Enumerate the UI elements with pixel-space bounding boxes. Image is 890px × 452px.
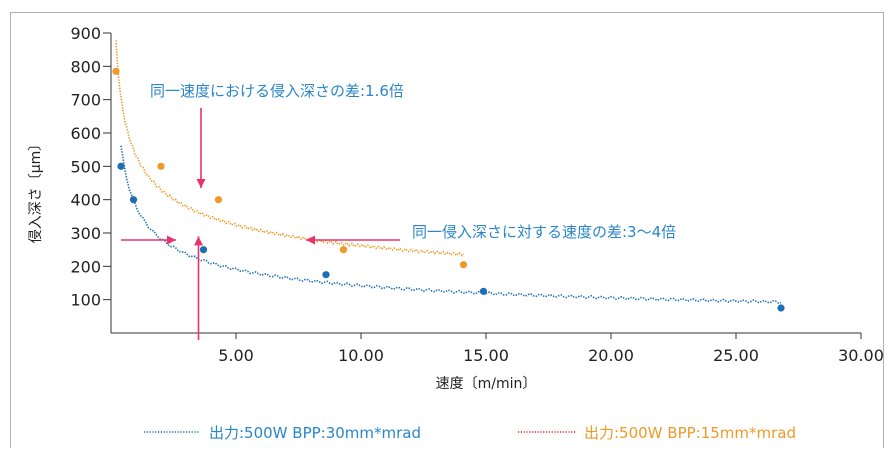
legend-label-blue: 出力:500W BPP:30mm*mrad xyxy=(209,424,421,442)
arrow-right-head xyxy=(167,235,176,245)
series-line-blue xyxy=(120,145,782,304)
x-tick-label: 30.00 xyxy=(838,346,884,365)
x-tick-label: 5.00 xyxy=(218,346,254,365)
data-point-orange xyxy=(339,246,348,254)
y-tick-label: 500 xyxy=(70,157,101,176)
data-point-blue xyxy=(479,287,488,295)
annotation-speed-gap: 同一速度における侵入深さの差:1.6倍 xyxy=(150,82,404,100)
annotation-arrows xyxy=(121,108,400,340)
curves xyxy=(115,40,782,304)
y-tick-label: 900 xyxy=(70,24,101,43)
data-point-blue xyxy=(117,162,125,170)
data-point-orange xyxy=(214,196,223,204)
legend: 出力:500W BPP:30mm*mrad 出力:500W BPP:15mm*m… xyxy=(144,424,796,442)
arrow-down-head xyxy=(196,179,206,188)
y-tick-label: 700 xyxy=(70,91,101,110)
data-point-blue xyxy=(322,271,330,279)
y-axis-title: 侵入深さ〔μm〕 xyxy=(27,137,44,244)
x-tick-label: 20.00 xyxy=(588,346,634,365)
y-tick-label: 800 xyxy=(70,57,101,76)
y-tick-label: 600 xyxy=(70,124,101,143)
data-point-blue xyxy=(777,304,785,312)
x-axis-title: 速度〔m/min〕 xyxy=(436,376,537,392)
x-tick-label: 15.00 xyxy=(463,346,509,365)
axes xyxy=(110,33,861,334)
data-point-blue xyxy=(129,196,138,204)
y-tick-label: 200 xyxy=(70,257,101,276)
data-point-blue xyxy=(199,246,208,254)
chart-frame xyxy=(10,12,884,448)
data-point-orange xyxy=(112,67,120,75)
x-tick-label: 25.00 xyxy=(713,346,759,365)
y-tick-label: 100 xyxy=(70,291,101,310)
annotation-depth-gap: 同一侵入深さに対する速度の差:3〜4倍 xyxy=(412,223,676,241)
data-point-orange xyxy=(459,261,468,269)
arrow-up-head xyxy=(194,236,203,246)
series-line-orange xyxy=(115,40,465,257)
x-tick-label: 10.00 xyxy=(338,346,384,365)
legend-label-orange: 出力:500W BPP:15mm*mrad xyxy=(584,424,796,442)
y-tick-label: 400 xyxy=(70,191,101,210)
points xyxy=(112,67,785,312)
y-tick-label: 300 xyxy=(70,224,101,243)
ticks: 100 200 300 400 500 600 700 800 900 5.00 10.00 15.0… xyxy=(70,24,883,365)
data-point-orange xyxy=(157,162,165,170)
arrow-left-head xyxy=(306,235,315,245)
